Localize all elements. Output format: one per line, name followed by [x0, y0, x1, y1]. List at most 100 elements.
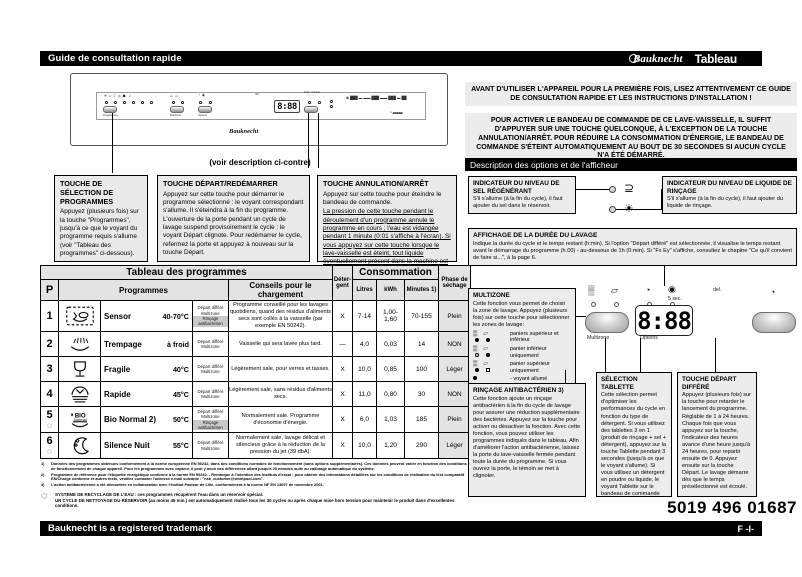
table-header-litres: Litres [352, 279, 378, 301]
table-header-detergent: Déter-gent [332, 265, 354, 301]
function-delay: Départ différé [197, 388, 224, 394]
multizone-button[interactable] [585, 312, 629, 333]
footer-bar: Bauknecht is a registered trademark [40, 521, 762, 536]
row-name-cell: Bio Normal 2) 50°C [100, 406, 193, 433]
warning-panel-activation: POUR ACTIVER LE BANDEAU DE COMMANDE DE C… [465, 113, 797, 164]
leader-line [605, 338, 606, 366]
upper-basket-icon: ▒ [473, 330, 478, 337]
recycling-line-2: UN CYCLE DE NETTOYAGE DU RÉSERVOIR (au m… [55, 497, 455, 509]
recycling-note-text: SYSTÈME DE RECYCLAGE DE L'EAU : ces prog… [55, 492, 469, 509]
row-tips: Normalement sale. Programme d'économie d… [227, 406, 334, 433]
programme-temp: 40-70°C [162, 311, 189, 321]
table-header-drying: Phase de séchage [438, 265, 472, 301]
programme-name: Fragile [104, 364, 131, 374]
control-panel-strip [96, 92, 426, 120]
table-header-p: P [40, 279, 59, 301]
row-litres: 10,0 [352, 356, 378, 382]
row-kwh: 0,85 [376, 356, 406, 382]
row-tips: Légèrement sale, pour verres et tasses. [227, 356, 334, 382]
led-indicator [114, 101, 117, 104]
sensor-icon [58, 300, 101, 332]
row-drying: NON [438, 381, 472, 407]
leader-line [661, 189, 662, 210]
led-indicator [330, 100, 333, 103]
panel-button-programmes[interactable] [103, 106, 117, 113]
table-header-minutes: Minutes 1) [404, 279, 440, 301]
function-delay: Départ différé [197, 338, 224, 344]
led-on [475, 368, 479, 373]
led-on [486, 338, 490, 343]
lower-basket-icon: ▱ [483, 330, 488, 337]
row-name-cell: Silence Nuit 55°C [100, 432, 193, 459]
footnote-item: 2) Programme de référence pour l'étiquet… [41, 471, 469, 483]
function-delay: Départ différé [197, 408, 224, 414]
start-cancel-icon-row: Start Cancel [304, 91, 320, 94]
footnote-number: 2) [41, 471, 45, 477]
multizone-title: MULTIZONE [473, 292, 510, 299]
function-antibacterial: Rinçage antibactérien [193, 316, 228, 327]
row-functions: Départ différé Multizone Rinçage antibac… [192, 300, 229, 332]
panel-button-depart[interactable] [304, 106, 318, 113]
lower-basket-icon: ▱ [483, 346, 488, 353]
panel-button-multizone[interactable] [170, 106, 184, 113]
row-kwh: 1,00-1,60 [376, 300, 406, 332]
footnote-number: 3) [41, 482, 45, 488]
multizone-option: ▒ ▱ paniers supérieur et inférieur [473, 331, 571, 344]
multizone-option-label: panier supérieur uniquement [510, 361, 550, 374]
brand-logos: Bauknecht Tableau [608, 52, 758, 66]
section-title-bar: Description des options et de l'afficheu… [465, 158, 797, 171]
warning-first-use: AVANT D'UTILISER L'APPAREIL POUR LA PREM… [465, 82, 797, 106]
upper-basket-icon: ▒ [473, 361, 478, 368]
logo-ring-icon [629, 54, 639, 63]
row-litres: 7-14 [352, 300, 378, 332]
row-detergent: X [332, 300, 354, 332]
table-header-kwh: kWh [376, 279, 406, 301]
section-title: Description des options et de l'afficheu… [470, 159, 618, 170]
tablet-selection-box: SÉLECTION TABLETTE Cette sélection perme… [596, 372, 672, 497]
table-row: 1 Sensor 40-70°C Départ différé Multizone… [40, 300, 472, 332]
sec-label: 5 sec. [668, 296, 682, 302]
tablet-icon: ◔ [645, 285, 651, 295]
table-row: 6 ◌ Silence Nuit 55°C Départ différé Mult… [40, 432, 472, 459]
svg-text:Normal: Normal [73, 416, 86, 421]
delay-start-body: Appuyez (plusieurs fois) sur la touche p… [682, 392, 752, 490]
zone-icons-row: ▭ ▱ [170, 94, 178, 98]
programme-temp: à froid [167, 339, 189, 349]
row-drying: Plein [438, 406, 472, 433]
led-on [486, 353, 490, 358]
row-minutes: 185 [404, 406, 440, 433]
footnote-item: 3) L'action antibactérienne a été démont… [41, 482, 469, 488]
row-functions: Départ différé Multizone [192, 381, 229, 407]
delay-start-title: TOUCHE DÉPART DIFFÉRÉ [682, 376, 737, 391]
row-minutes: 100 [404, 356, 440, 382]
leader-line [112, 167, 113, 173]
led-indicator [150, 101, 153, 104]
row-drying: NON [438, 331, 472, 357]
row-number: 1 [40, 300, 59, 332]
leader-line [576, 316, 586, 317]
panel-button-options[interactable] [198, 106, 212, 113]
programme-name: Bio Normal 2) [104, 415, 157, 424]
footnote-text: Programme de référence pour l'étiquette … [51, 471, 465, 482]
table-row: 3 Fragile 40°C Départ différé Multizone L… [40, 356, 472, 382]
delay-start-button[interactable] [752, 312, 796, 333]
table-header-tips: Conseils pour le chargement [227, 279, 334, 301]
lower-basket-icon: ▱ [483, 361, 488, 368]
row-kwh: 1,20 [376, 432, 406, 459]
water-recycle-icon: ◌ [41, 490, 48, 502]
table-header-programmes: Programmes [58, 279, 229, 301]
leader-line [616, 209, 662, 210]
antibacterial-rinse-body: Cette fonction ajoute un rinçage antibac… [473, 395, 581, 480]
row-number: 2 [40, 331, 59, 357]
page-number: F -I- [737, 523, 755, 534]
programmes-table: Tableau des programmes Déter-gent Consom… [39, 265, 472, 459]
led-indicator [614, 302, 619, 307]
footnote-item: 1) Données des programmes obtenues confo… [41, 461, 469, 472]
row-number: 4 [40, 381, 59, 407]
salt-rinse-icon-row: ○ ○ ○ ○ [307, 94, 317, 97]
row-tips: Programme conseillé pour les lavages quo… [227, 300, 334, 332]
row-detergent: X [332, 406, 354, 433]
panel-button-options-label: Options [198, 114, 207, 117]
led-dot-pair [475, 353, 507, 358]
legend-dot [473, 376, 507, 383]
